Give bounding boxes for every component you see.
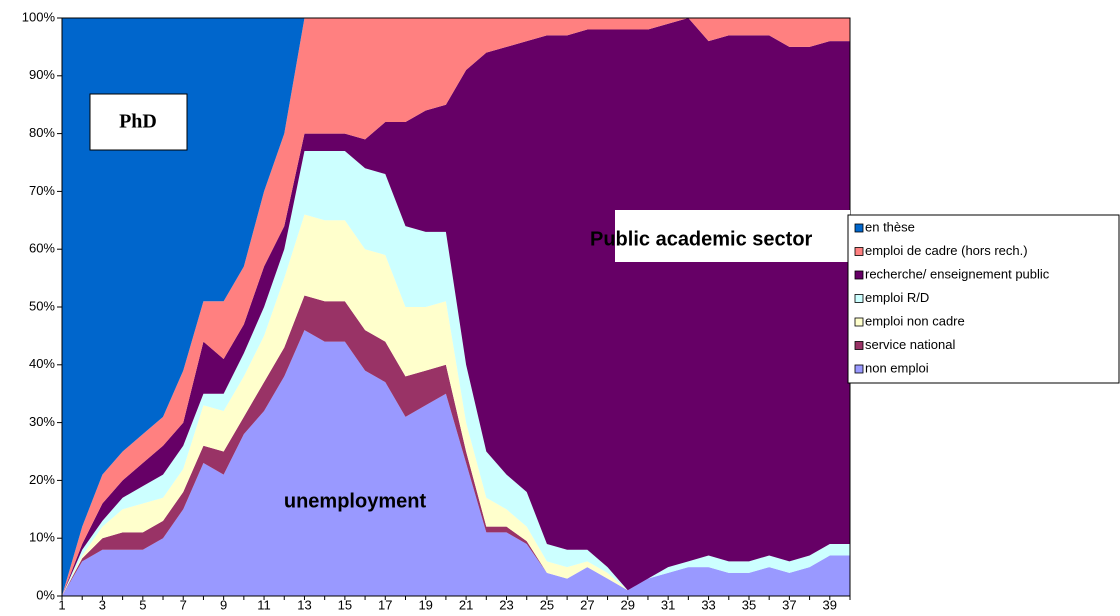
x-tick-label: 7 xyxy=(180,597,187,612)
x-tick-label: 11 xyxy=(257,597,271,612)
y-tick-label: 0% xyxy=(36,587,55,602)
y-tick-label: 40% xyxy=(29,356,55,371)
annotation: Public academic sector xyxy=(590,228,813,250)
legend-swatch xyxy=(854,294,864,303)
legend-swatch xyxy=(854,223,864,233)
x-tick-label: 33 xyxy=(701,597,715,612)
y-tick-label: 100% xyxy=(22,9,56,24)
area xyxy=(62,18,850,596)
x-tick-label: 21 xyxy=(459,597,473,612)
x-tick-label: 23 xyxy=(499,597,513,612)
x-tick-label: 35 xyxy=(742,597,756,612)
y-tick-label: 90% xyxy=(29,67,55,82)
annotation-box xyxy=(89,93,188,151)
areas xyxy=(62,18,850,596)
legend-label: en thèse xyxy=(865,219,915,234)
y-tick-label: 30% xyxy=(29,414,55,429)
y-tick-label: 70% xyxy=(29,183,55,198)
x-tick-label: 15 xyxy=(338,597,352,612)
x-tick-label: 19 xyxy=(418,597,432,612)
legend-swatch xyxy=(854,270,864,280)
legend-label: recherche/ enseignement public xyxy=(865,266,1050,281)
x-tick-label: 1 xyxy=(58,597,65,612)
x-tick-label: 31 xyxy=(661,597,675,612)
x-tick-label: 37 xyxy=(782,597,796,612)
x-tick-label: 39 xyxy=(823,597,837,612)
x-tick-label: 25 xyxy=(540,597,554,612)
area xyxy=(62,330,850,596)
x-tick-label: 17 xyxy=(378,597,392,612)
legend-label: service national xyxy=(865,337,955,352)
area xyxy=(62,18,850,596)
y-tick-label: 50% xyxy=(29,298,55,313)
x-tick-label: 5 xyxy=(139,597,146,612)
legend xyxy=(847,214,1120,384)
area xyxy=(62,214,850,596)
x-tick-label: 29 xyxy=(621,597,635,612)
legend-label: emploi non cadre xyxy=(865,313,965,328)
legend-label: emploi de cadre (hors rech.) xyxy=(865,243,1028,258)
legend-swatch xyxy=(854,341,864,350)
y-tick-label: 80% xyxy=(29,125,55,140)
y-tick-label: 60% xyxy=(29,241,55,256)
legend-label: emploi R/D xyxy=(865,290,929,305)
y-tick-label: 10% xyxy=(29,530,55,545)
annotation: PhD xyxy=(119,111,157,133)
annotation: unemployment xyxy=(284,490,427,512)
legend-swatch xyxy=(854,247,864,256)
x-tick-label: 13 xyxy=(297,597,311,612)
legend-swatch xyxy=(854,364,864,374)
x-tick-label: 3 xyxy=(99,597,106,612)
legend-swatch xyxy=(854,317,864,327)
legend-label: non emploi xyxy=(865,360,929,375)
annotation-box xyxy=(615,210,850,262)
x-tick-label: 27 xyxy=(580,597,594,612)
area xyxy=(62,18,850,596)
y-tick-label: 20% xyxy=(29,472,55,487)
x-tick-label: 9 xyxy=(220,597,227,612)
